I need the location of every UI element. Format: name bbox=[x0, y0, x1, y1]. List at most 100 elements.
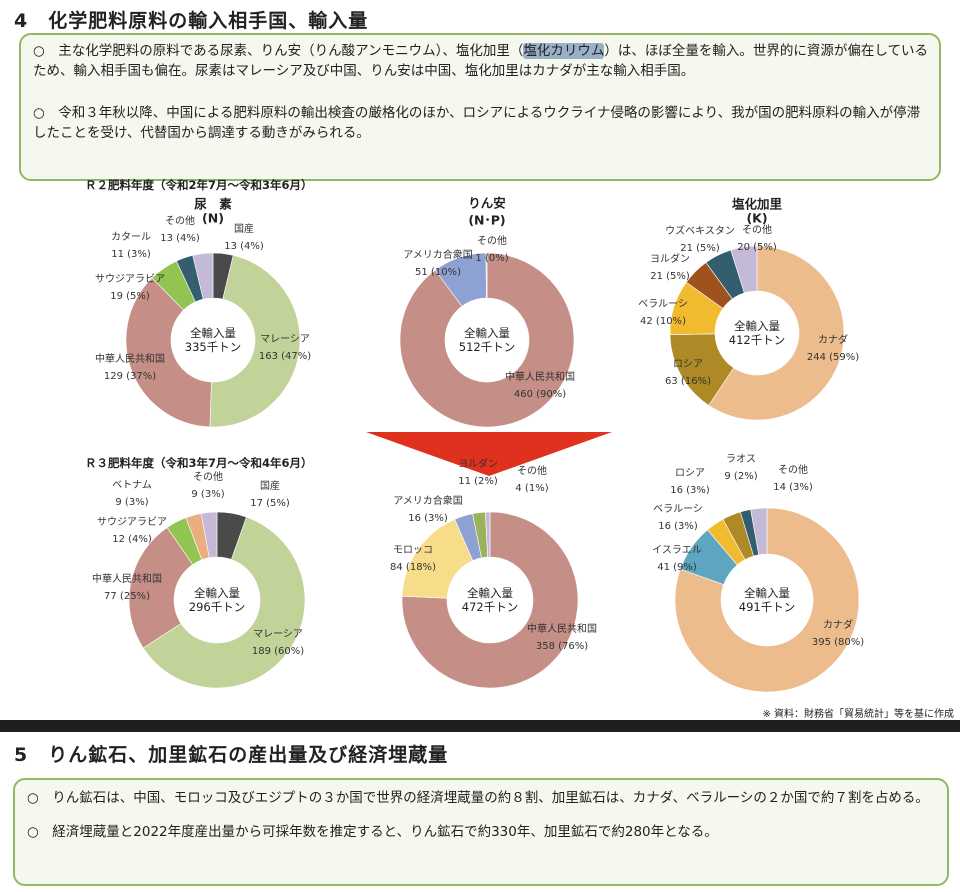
slice-label: カナダ 395 (80%) bbox=[812, 617, 864, 651]
slice-label: イスラエル 41 (9%) bbox=[652, 542, 702, 576]
slice-value: 1 (0%) bbox=[475, 253, 509, 264]
slice-value: 11 (3%) bbox=[111, 249, 151, 260]
chart-subtitle: (N) bbox=[202, 210, 224, 226]
slice-value: 19 (5%) bbox=[110, 291, 150, 302]
bullet-mark: ○ bbox=[27, 790, 39, 806]
chart-subtitle: (K) bbox=[746, 210, 768, 226]
chart-title: 塩化加里 bbox=[731, 196, 783, 212]
chart-center-total: 全輸入量 512千トン bbox=[459, 326, 515, 354]
slice-name: その他 bbox=[164, 216, 195, 227]
slice-name: 中華人民共和国 bbox=[527, 624, 597, 635]
slice-value: 41 (9%) bbox=[657, 562, 697, 573]
slice-value: 4 (1%) bbox=[515, 483, 549, 494]
slice-label: カタール 11 (3%) bbox=[111, 229, 151, 263]
slice-label: 国産 13 (4%) bbox=[224, 221, 264, 255]
slice-value: 12 (4%) bbox=[112, 534, 152, 545]
center-total: 335千トン bbox=[184, 340, 242, 354]
chart-title: 尿 素 bbox=[194, 196, 232, 212]
slice-value: 17 (5%) bbox=[250, 498, 290, 509]
slice-label: ラオス 9 (2%) bbox=[724, 451, 757, 485]
center-label: 全輸入量 bbox=[743, 586, 790, 600]
slice-name: ヨルダン bbox=[458, 459, 498, 470]
slice-name: ロシア bbox=[674, 468, 705, 479]
slice-value: 9 (3%) bbox=[115, 497, 149, 508]
chart-center-total: 全輸入量 491千トン bbox=[739, 586, 795, 614]
slice-value: 13 (4%) bbox=[160, 233, 200, 244]
slice-name: その他 bbox=[517, 466, 547, 477]
slice-value: 244 (59%) bbox=[806, 352, 860, 363]
donut-slice bbox=[209, 255, 301, 428]
slice-name: ヨルダン bbox=[650, 254, 690, 265]
slice-label: その他 9 (3%) bbox=[191, 469, 224, 503]
slice-name: ベラルーシ bbox=[638, 299, 688, 310]
chart-subtitle: (N･P) bbox=[468, 212, 506, 228]
slice-label: ウズベキスタン 21 (5%) bbox=[665, 223, 735, 257]
center-total: 491千トン bbox=[738, 600, 796, 614]
slice-name: その他 bbox=[193, 472, 223, 483]
slice-label: カナダ 244 (59%) bbox=[807, 332, 859, 366]
slice-name: マレーシア bbox=[253, 629, 303, 640]
bullet-2: ○ 令和３年秋以降、中国による肥料原料の輸出検査の厳格化のほか、ロシアによるウク… bbox=[21, 103, 939, 143]
bullet-text: 経済埋蔵量と2022年度産出量から可採年数を推定すると、りん鉱石で約330年、加… bbox=[38, 824, 718, 840]
center-total: 296千トン bbox=[188, 600, 246, 614]
slice-value: 358 (76%) bbox=[535, 641, 589, 652]
slice-label: ベラルーシ 16 (3%) bbox=[653, 501, 703, 535]
slice-value: 21 (5%) bbox=[680, 243, 720, 254]
donut-slice bbox=[125, 277, 212, 428]
donut-slice bbox=[401, 511, 579, 689]
slice-value: 21 (5%) bbox=[650, 271, 690, 282]
highlighted-text: 塩化カリウム bbox=[523, 43, 605, 59]
bullet-mark: ○ bbox=[33, 43, 45, 59]
slice-name: サウジアラビア bbox=[97, 517, 167, 528]
slice-label: サウジアラビア 12 (4%) bbox=[97, 514, 167, 548]
slice-name: 国産 bbox=[259, 481, 280, 492]
slice-label: その他 1 (0%) bbox=[475, 233, 508, 267]
bullet-text: りん鉱石は、中国、モロッコ及びエジプトの３か国で世界の経済埋蔵量の約８割、加里鉱… bbox=[38, 790, 929, 806]
donut-slice bbox=[674, 507, 860, 693]
slice-label: ベラルーシ 42 (10%) bbox=[638, 296, 688, 330]
slice-label: 中華人民共和国 460 (90%) bbox=[505, 369, 575, 403]
slice-value: 163 (47%) bbox=[258, 351, 312, 362]
arrow-down-icon bbox=[366, 432, 612, 476]
slice-value: 9 (3%) bbox=[191, 489, 225, 500]
center-total: 412千トン bbox=[728, 333, 786, 347]
slice-label: モロッコ 84 (18%) bbox=[390, 542, 436, 576]
slice-label: ロシア 63 (16%) bbox=[665, 356, 711, 390]
slice-value: 63 (16%) bbox=[665, 376, 711, 387]
slice-value: 51 (10%) bbox=[415, 267, 461, 278]
bullet-text: 主な化学肥料の原料である尿素、りん安（りん酸アンモニウム）、塩化加里（ bbox=[44, 43, 524, 59]
donut-slice bbox=[730, 245, 758, 294]
slice-name: アメリカ合衆国 bbox=[403, 250, 473, 261]
slice-label: その他 20 (5%) bbox=[737, 222, 777, 256]
slice-label: マレーシア 189 (60%) bbox=[252, 626, 304, 660]
slice-value: 77 (25%) bbox=[104, 591, 150, 602]
center-label: 全輸入量 bbox=[463, 326, 510, 340]
chart-title: りん安 bbox=[468, 195, 506, 211]
center-label: 全輸入量 bbox=[193, 586, 240, 600]
source-note: ※ 資料：財務省「貿易統計」等を基に作成 bbox=[762, 709, 954, 720]
slice-value: 14 (3%) bbox=[773, 482, 813, 493]
section-5-heading: 5 りん鉱石、加里鉱石の産出量及び経済埋蔵量 bbox=[14, 744, 449, 766]
period-r3: Ｒ３肥料年度（令和3年7月～令和4年6月） bbox=[85, 456, 313, 470]
slice-label: 国産 17 (5%) bbox=[250, 478, 290, 512]
donut-slice bbox=[485, 511, 491, 558]
slice-label: その他 13 (4%) bbox=[160, 213, 200, 247]
slice-label: ヨルダン 21 (5%) bbox=[650, 251, 690, 285]
slice-value: 395 (80%) bbox=[811, 637, 865, 648]
bullet-2: ○ 経済埋蔵量と2022年度産出量から可採年数を推定すると、りん鉱石で約330年… bbox=[15, 822, 947, 842]
slice-name: イスラエル bbox=[652, 545, 702, 556]
slice-name: ベトナム bbox=[112, 480, 152, 491]
slice-value: 460 (90%) bbox=[513, 389, 567, 400]
slice-value: 16 (3%) bbox=[658, 521, 698, 532]
chart-center-total: 全輸入量 412千トン bbox=[729, 319, 785, 347]
slice-name: ラオス bbox=[726, 454, 756, 465]
slice-value: 42 (10%) bbox=[640, 316, 686, 327]
slice-name: モロッコ bbox=[393, 545, 433, 556]
bullet-1: ○ りん鉱石は、中国、モロッコ及びエジプトの３か国で世界の経済埋蔵量の約８割、加… bbox=[15, 788, 947, 808]
donut-slice bbox=[485, 252, 488, 299]
slice-label: ベトナム 9 (3%) bbox=[112, 477, 152, 511]
bullet-text: ）は、ほぼ全量を輸入。世界的に資源が偏在しているため、輸入相手国も偏在。尿素はマ… bbox=[33, 43, 928, 79]
donut-slice bbox=[750, 507, 768, 556]
donut-slice bbox=[192, 252, 214, 300]
slice-name: ベラルーシ bbox=[653, 504, 703, 515]
